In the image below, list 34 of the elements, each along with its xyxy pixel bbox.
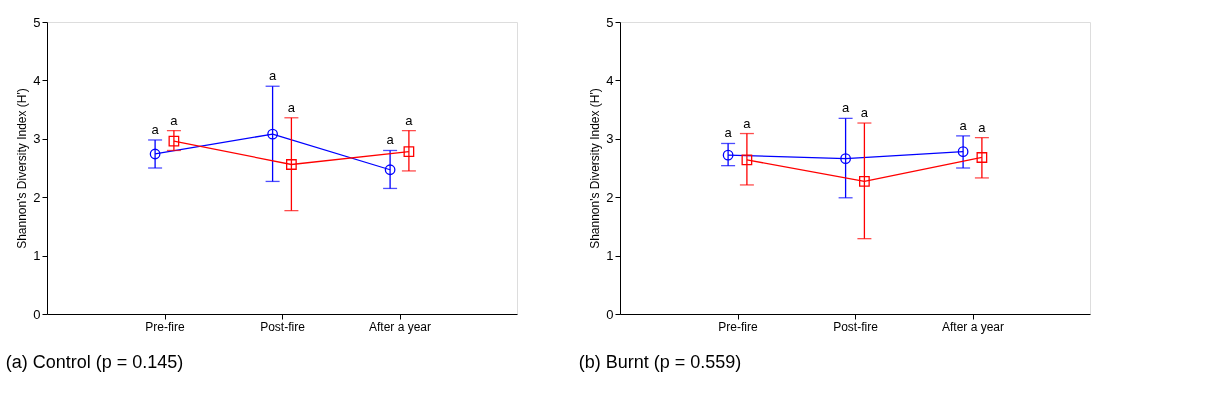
annotation: a [724,125,733,141]
y-axis-title: Shannon's Diversity Index (H') [588,88,603,249]
annotation: a [386,132,395,148]
x-tick-label: Post-fire [833,319,879,334]
y-tick-label: 5 [33,14,41,30]
text: (b) Burnt (p = 0.559) [578,352,742,372]
x-tick-label: Pre-fire [145,319,185,334]
annotation: a [287,99,296,115]
y-axis-title: Shannon's Diversity Index (H') [15,88,30,249]
y-tick-label: 4 [33,72,41,88]
y-tick-label: 3 [33,131,41,147]
annotation: a [743,115,752,131]
y-tick-label: 2 [33,189,41,205]
annotation: a [268,68,277,84]
y-tick-label: 5 [606,14,614,30]
text: (a) Control (p = 0.145) [5,352,184,372]
x-tick-label: Post-fire [260,319,306,334]
y-tick-label: 0 [606,306,614,322]
y-tick-label: 2 [606,189,614,205]
y-tick-label: 0 [33,306,41,322]
y-tick-label: 1 [606,248,614,264]
y-tick-label: 3 [606,131,614,147]
annotation: a [170,112,179,128]
annotation: a [978,119,987,135]
annotation: a [405,112,414,128]
y-tick-label: 1 [33,248,41,264]
annotation: a [151,121,160,137]
annotation: a [959,117,968,133]
x-tick-label: After a year [941,319,1005,334]
y-tick-label: 4 [606,72,614,88]
annotation: a [860,105,869,121]
x-tick-label: Pre-fire [718,319,758,334]
x-tick-label: After a year [368,319,432,334]
annotation: a [841,100,850,116]
